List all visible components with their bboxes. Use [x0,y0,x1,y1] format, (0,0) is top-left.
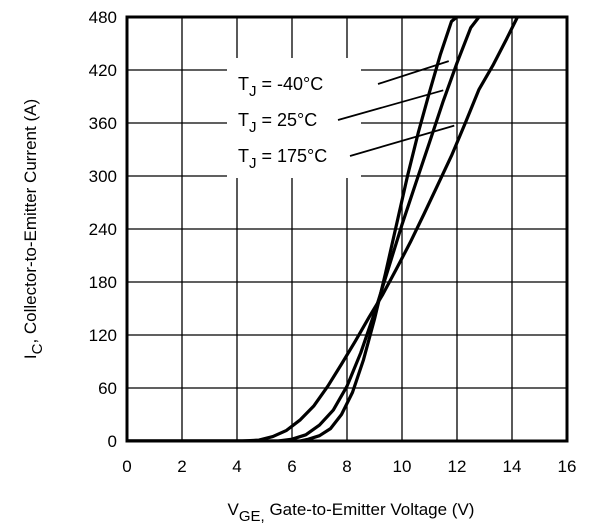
plot-frame [125,15,569,443]
x-axis-label-rest: Gate-to-Emitter Voltage (V) [265,500,475,519]
x-tick-label: 0 [122,457,131,476]
y-tick-label: 240 [89,220,117,239]
curve-tj-25 [127,17,481,441]
label-sub: J [249,83,257,100]
curve-tj-minus40 [127,17,459,441]
y-tick-label: 180 [89,273,117,292]
label-tj-minus40: TJ = -40°C [238,74,323,100]
x-axis-label-main: V [228,500,240,519]
y-tick-label: 120 [89,326,117,345]
y-axis-label-main: I [21,354,40,359]
x-tick-label: 14 [503,457,522,476]
annotation-background [227,58,361,178]
y-tick-label: 360 [89,114,117,133]
label-main: T [238,74,249,94]
x-tick-label: 12 [448,457,467,476]
label-sub: J [249,119,257,136]
label-tj-25: TJ = 25°C [238,110,317,136]
curve-layer [127,17,520,441]
leader-line [337,89,444,121]
label-rest: = 25°C [257,110,318,130]
label-main: T [238,110,249,130]
y-axis-label: IC, Collector-to-Emitter Current (A) [21,99,46,359]
label-rest: = 175°C [257,146,328,166]
y-tick-label: 420 [89,61,117,80]
x-tick-label: 6 [287,457,296,476]
y-tick-label: 300 [89,167,117,186]
label-rest: = -40°C [257,74,324,94]
x-tick-label: 8 [342,457,351,476]
x-tick-label: 16 [558,457,577,476]
leader-line [349,124,455,157]
leader-line [377,60,450,85]
annotation-layer: TJ = -40°CTJ = 25°CTJ = 175°C [227,58,455,178]
y-axis-label-sub: C [29,343,46,354]
y-axis-label-rest: , Collector-to-Emitter Current (A) [21,99,40,344]
curve-tj-175 [127,17,520,441]
label-tj-175: TJ = 175°C [238,146,327,172]
label-main: T [238,146,249,166]
label-sub: J [249,155,257,172]
x-axis-label: VGE, Gate-to-Emitter Voltage (V) [228,500,475,525]
y-tick-label: 60 [98,379,117,398]
y-tick-label: 480 [89,8,117,27]
y-tick-label: 0 [108,432,117,451]
x-tick-label: 2 [177,457,186,476]
x-tick-label: 10 [393,457,412,476]
x-tick-label: 4 [232,457,241,476]
x-axis-label-sub: GE, [239,508,265,525]
tick-layer: 0 2 4 6 8 10 12 14 16 0 60 120 180 240 300 360 420 480 [89,8,577,476]
